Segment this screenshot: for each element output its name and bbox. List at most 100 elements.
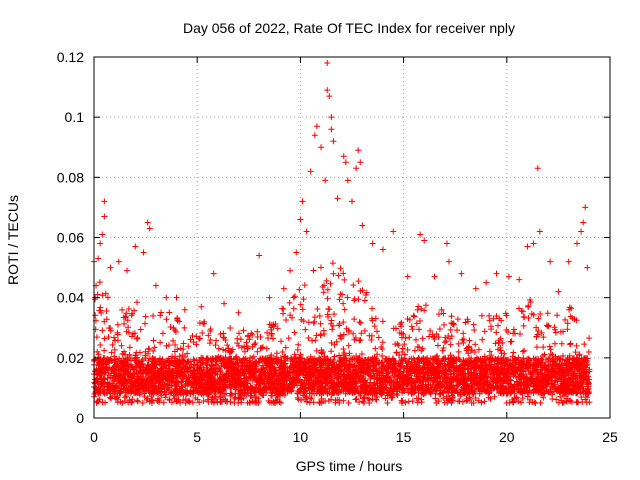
data-point [303,374,310,381]
data-point [100,367,107,374]
data-point [156,358,163,365]
data-point [540,334,547,341]
data-point [283,317,290,324]
data-point [415,384,422,391]
data-point [488,352,495,359]
data-point [346,379,353,386]
data-point [532,357,539,364]
data-point [357,319,364,326]
data-point [474,382,481,389]
data-point [207,366,214,373]
data-point [214,383,221,390]
data-point [341,383,348,390]
data-point [251,368,258,375]
data-point [96,279,103,286]
data-point [170,370,177,377]
data-point [290,294,297,301]
data-point [336,320,343,327]
data-point [503,327,510,334]
data-point [244,333,251,340]
data-point [129,371,136,378]
data-point [390,386,397,393]
data-point [531,399,538,406]
data-point [278,338,285,345]
data-point [336,383,343,390]
data-point [145,363,152,370]
data-point [358,350,365,357]
data-point [259,344,266,351]
data-point [335,374,342,381]
data-point [249,343,256,350]
data-point [434,358,441,365]
data-point [477,355,484,362]
data-point [254,328,261,335]
data-point [329,260,336,267]
data-point [217,385,224,392]
data-point [455,371,462,378]
data-point [163,391,170,398]
data-point [302,387,309,394]
data-point [146,346,153,353]
data-point [337,332,344,339]
data-point [573,317,580,324]
data-point [349,389,356,396]
data-point [284,368,291,375]
data-point [461,361,468,368]
data-point [497,355,504,362]
data-point [583,387,590,394]
data-point [413,395,420,402]
data-point [95,351,102,358]
data-point [425,362,432,369]
data-point [387,360,394,367]
data-point [99,327,106,334]
data-point [126,397,133,404]
data-point [562,316,569,323]
data-point [356,337,363,344]
data-point [567,341,574,348]
data-point [493,329,500,336]
data-point [546,343,553,350]
data-point [379,318,386,325]
data-point [549,355,556,362]
data-point [401,375,408,382]
data-point [282,344,289,351]
data-point [414,358,421,365]
data-point [450,321,457,328]
data-point [227,356,234,363]
data-point [445,366,452,373]
data-point [174,387,181,394]
data-point [311,386,318,393]
data-point [264,355,271,362]
data-point [530,381,537,388]
data-point [149,355,156,362]
data-point [302,371,309,378]
data-point [189,389,196,396]
data-point [290,382,297,389]
data-point [332,382,339,389]
data-point [328,362,335,369]
data-point [291,293,298,300]
data-point [567,313,574,320]
data-point [326,384,333,391]
data-point [303,398,310,405]
data-point [377,390,384,397]
data-point [456,356,463,363]
data-point [431,386,438,393]
data-point [395,372,402,379]
data-point [350,282,357,289]
data-point [350,330,357,337]
data-point [433,399,440,406]
data-point [446,363,453,370]
data-point [217,357,224,364]
data-point [314,376,321,383]
data-point [346,350,353,357]
data-point [296,286,303,293]
data-point [518,380,525,387]
data-point [538,391,545,398]
data-point [538,366,545,373]
data-point [109,341,116,348]
data-point [525,304,532,311]
data-point [313,366,320,373]
data-point [199,372,206,379]
data-point [362,291,369,298]
